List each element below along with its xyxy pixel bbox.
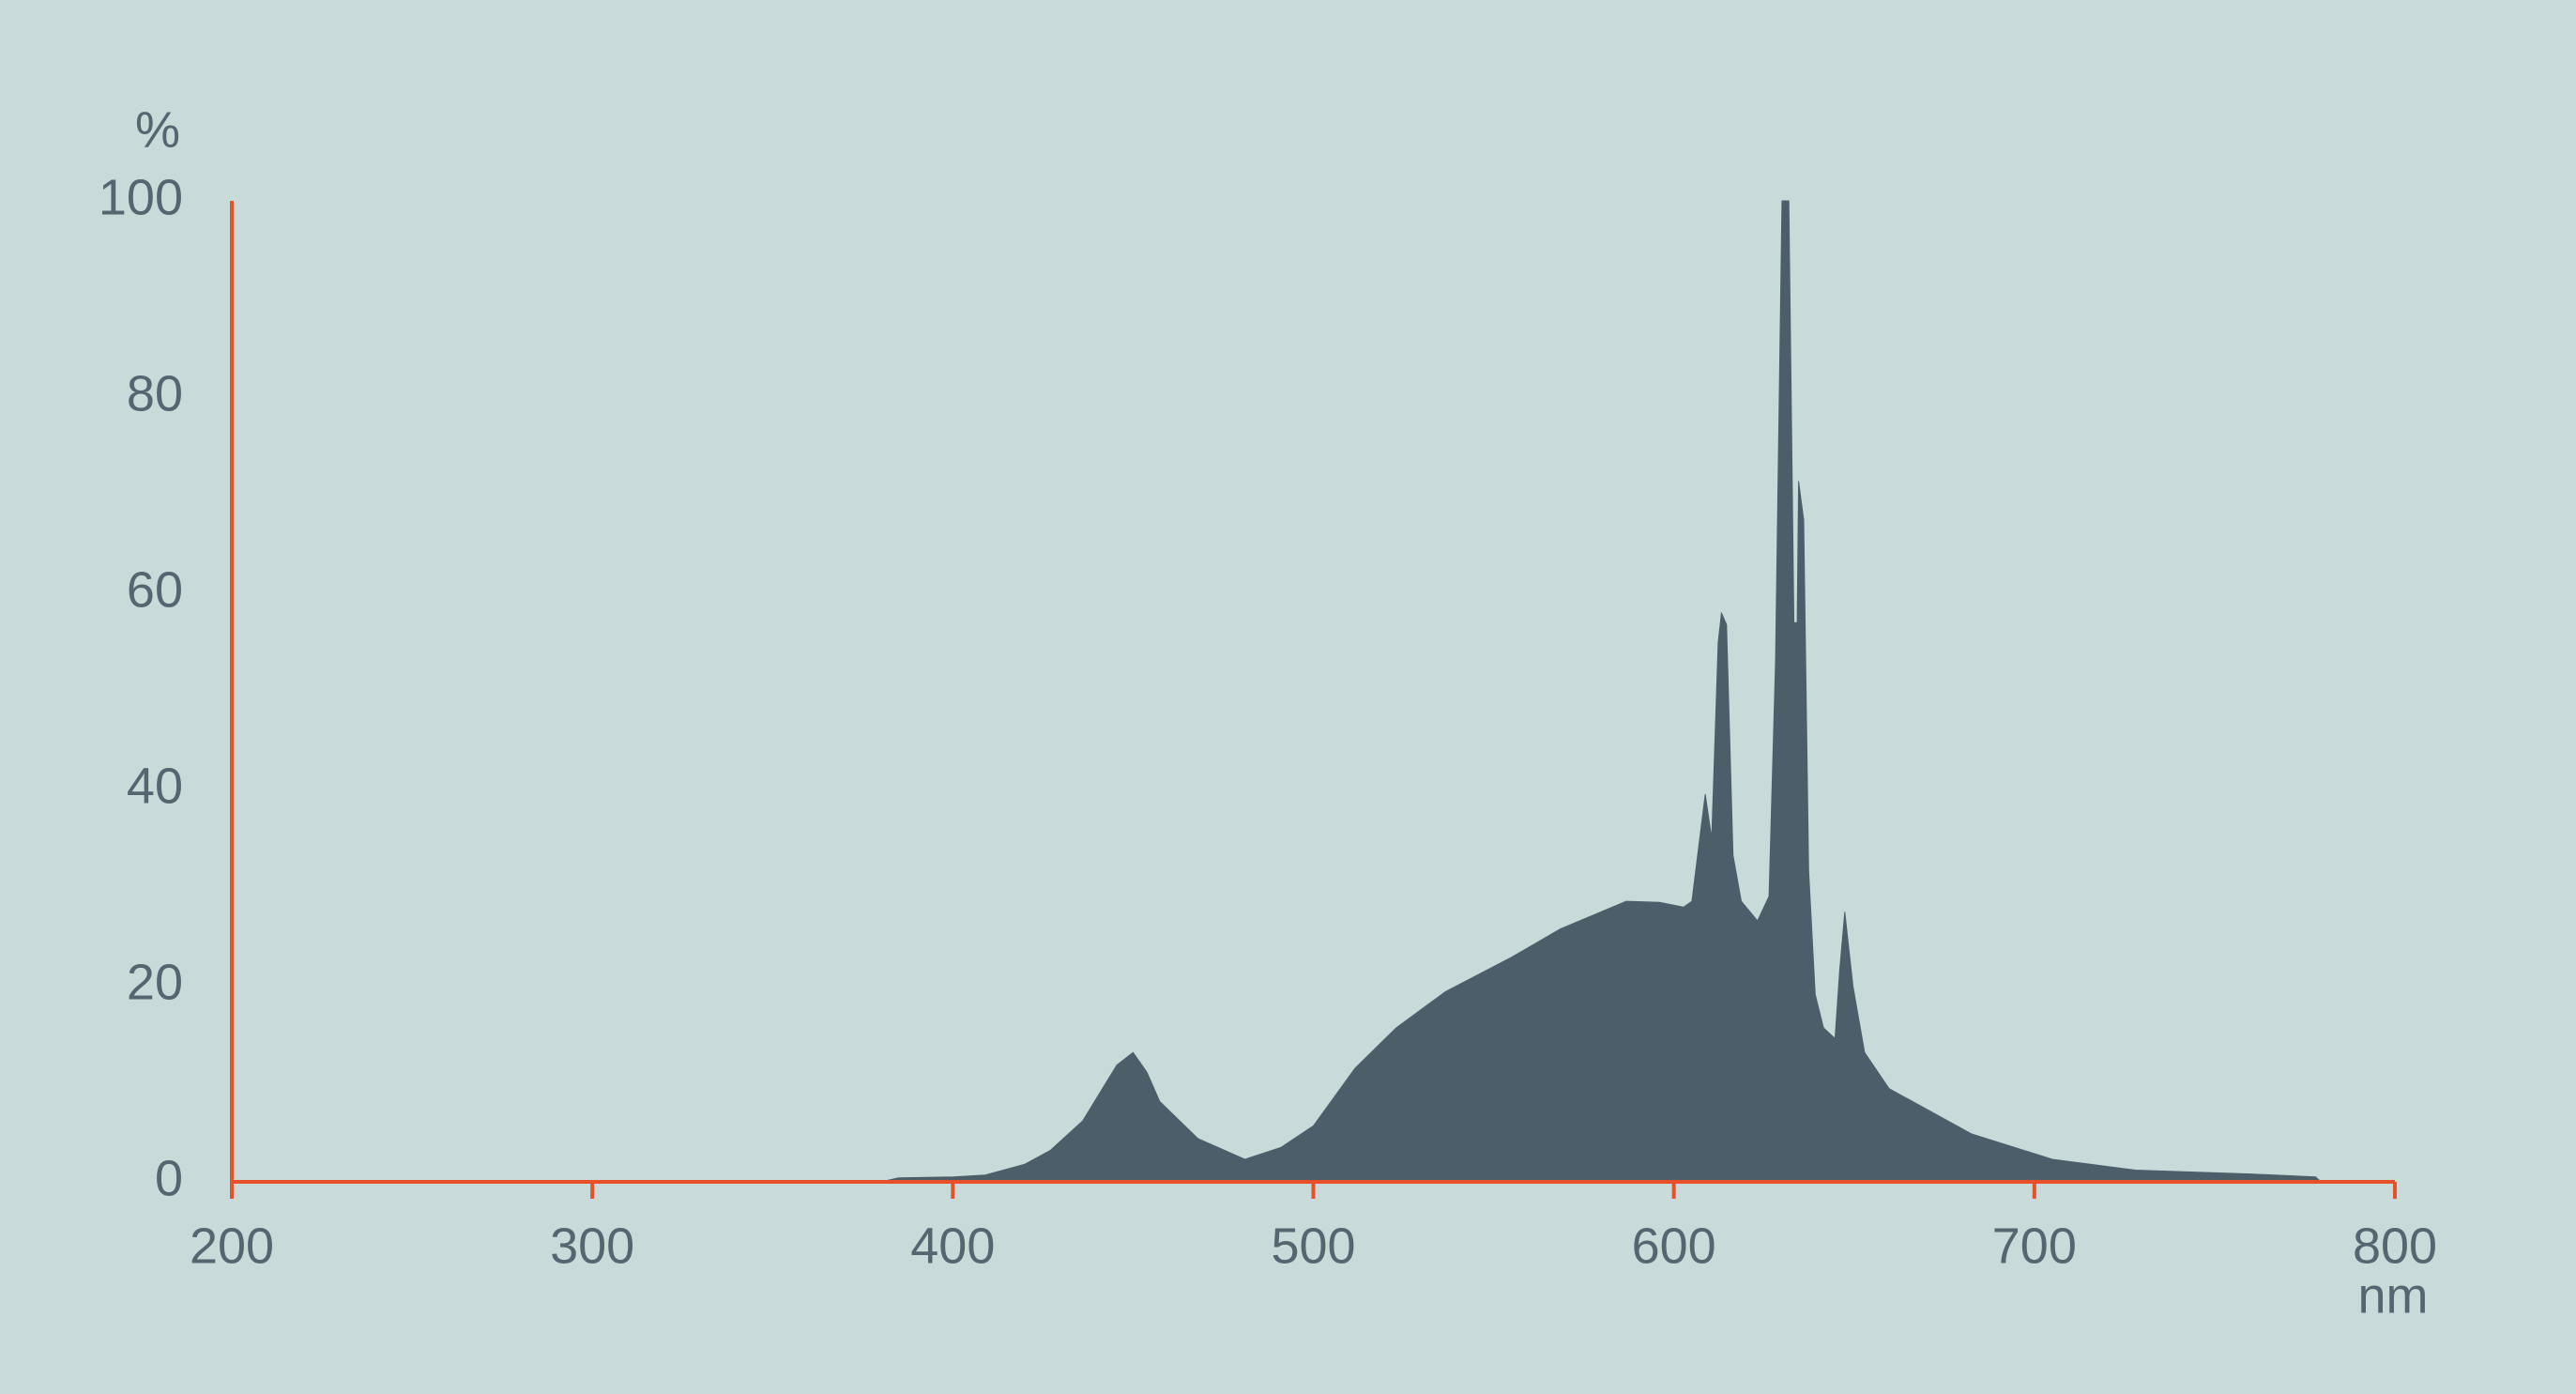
- y-tick-label: 20: [127, 954, 183, 1010]
- x-tick-label: 600: [1632, 1218, 1716, 1274]
- x-tick-label: 500: [1271, 1218, 1355, 1274]
- y-axis-label: %: [135, 101, 180, 158]
- x-tick-label: 400: [910, 1218, 995, 1274]
- x-tick-label: 800: [2353, 1218, 2437, 1274]
- x-tick-label: 200: [190, 1218, 274, 1274]
- x-tick-label: 700: [1992, 1218, 2077, 1274]
- y-tick-label: 100: [99, 169, 183, 225]
- y-tick-label: 60: [127, 561, 183, 618]
- y-tick-label: 40: [127, 758, 183, 814]
- x-tick-label: 300: [550, 1218, 634, 1274]
- y-tick-label: 80: [127, 365, 183, 421]
- spectrum-area: [880, 200, 2322, 1183]
- y-tick-label: 0: [155, 1150, 183, 1206]
- x-axis-label: nm: [2357, 1267, 2428, 1324]
